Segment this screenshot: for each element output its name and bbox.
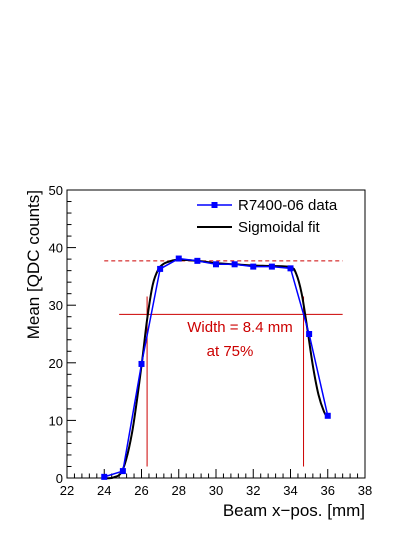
data-point [231,261,238,268]
annotation-width-text: Width = 8.4 mm [187,319,292,336]
x-tick-label: 26 [134,483,148,498]
data-point [138,360,145,367]
data-point [101,473,108,480]
data-point [213,261,219,268]
data-point [287,265,294,272]
y-tick-label: 10 [49,413,63,428]
data-point [268,263,275,270]
y-tick-label: 40 [49,241,63,256]
y-tick-label: 30 [49,298,63,313]
legend: R7400-06 data Sigmoidal fit [197,197,338,236]
x-tick-label: 30 [209,483,223,498]
axes: 22 24 26 28 30 32 34 36 38 0 10 20 30 40 50 [49,183,373,498]
x-tick-label: 24 [97,483,111,498]
annotation: Width = 8.4 mm at 75% [187,319,292,360]
data-point [324,412,331,419]
x-tick-label: 38 [358,483,372,498]
y-axis-title: Mean [QDC counts] [24,190,43,339]
y-tick-label: 0 [56,471,63,486]
x-tick-label: 22 [60,483,74,498]
x-tick-label: 28 [172,483,186,498]
data-point [306,331,313,337]
y-tick-label: 50 [49,183,63,198]
legend-label-data: R7400-06 data [238,197,338,214]
legend-label-fit: Sigmoidal fit [238,219,321,236]
series-group [101,255,331,480]
series-line-r7400-data [104,257,329,478]
x-tick-label: 34 [283,483,297,498]
data-point [250,263,257,270]
data-point [175,255,182,262]
legend-swatch-data-marker [211,202,218,208]
y-tick-label: 20 [49,356,63,371]
data-point [194,257,201,264]
x-axis-title: Beam x−pos. [mm] [223,501,365,520]
data-point [157,265,164,272]
series-line-sigmoidal-fit [104,258,329,480]
x-tick-label: 36 [321,483,335,498]
data-point [119,468,126,475]
annotation-level-text: at 75% [207,343,254,360]
x-tick-label: 32 [246,483,260,498]
